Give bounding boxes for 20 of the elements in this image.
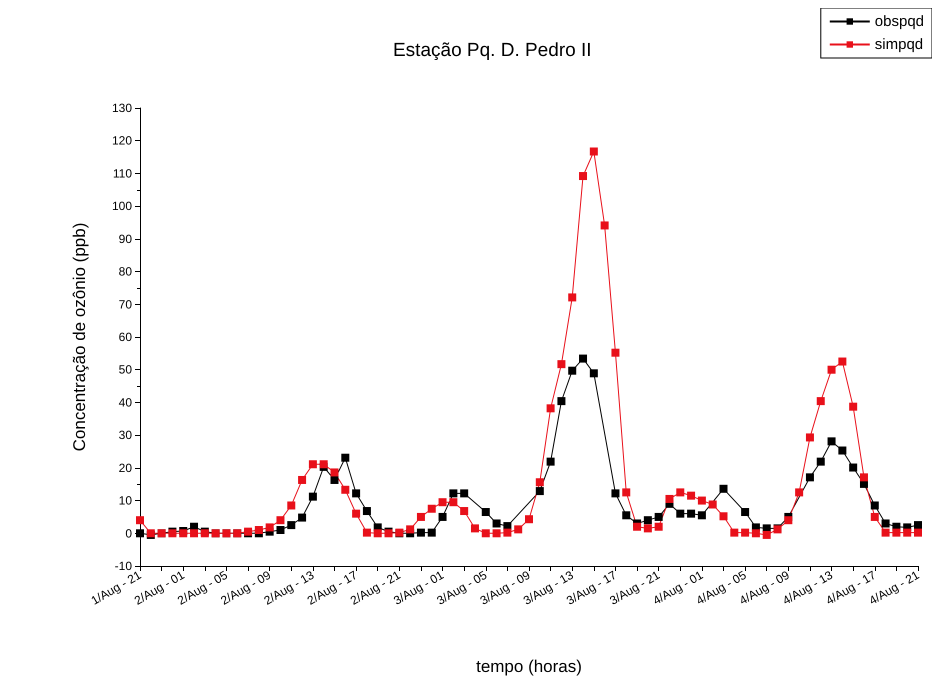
y-tick-label: 0 (125, 526, 132, 540)
y-tick-label: -10 (114, 559, 132, 573)
y-tick-label: 20 (118, 460, 132, 475)
y-tick-label: 130 (112, 101, 132, 115)
chart-title: Estação Pq. D. Pedro II (393, 40, 592, 61)
y-tick-label: 30 (118, 428, 132, 442)
y-tick-label: 50 (118, 362, 132, 377)
y-tick-label: 90 (118, 232, 132, 246)
y-tick-label: 100 (112, 199, 132, 214)
y-tick-label: 70 (118, 297, 132, 312)
y-axis-title: Concentração de ozônio (ppb) (70, 222, 89, 452)
y-tick-label: 10 (118, 494, 132, 508)
x-axis-title: tempo (horas) (476, 657, 582, 676)
y-tick-label: 40 (118, 395, 132, 410)
y-tick-label: 60 (118, 330, 132, 344)
y-tick-label: 110 (112, 166, 132, 180)
y-tick-label: 120 (112, 134, 132, 148)
y-tick-label: 80 (118, 264, 132, 279)
legend-label: obspqd (874, 13, 924, 30)
legend-label: simpqd (874, 36, 924, 53)
